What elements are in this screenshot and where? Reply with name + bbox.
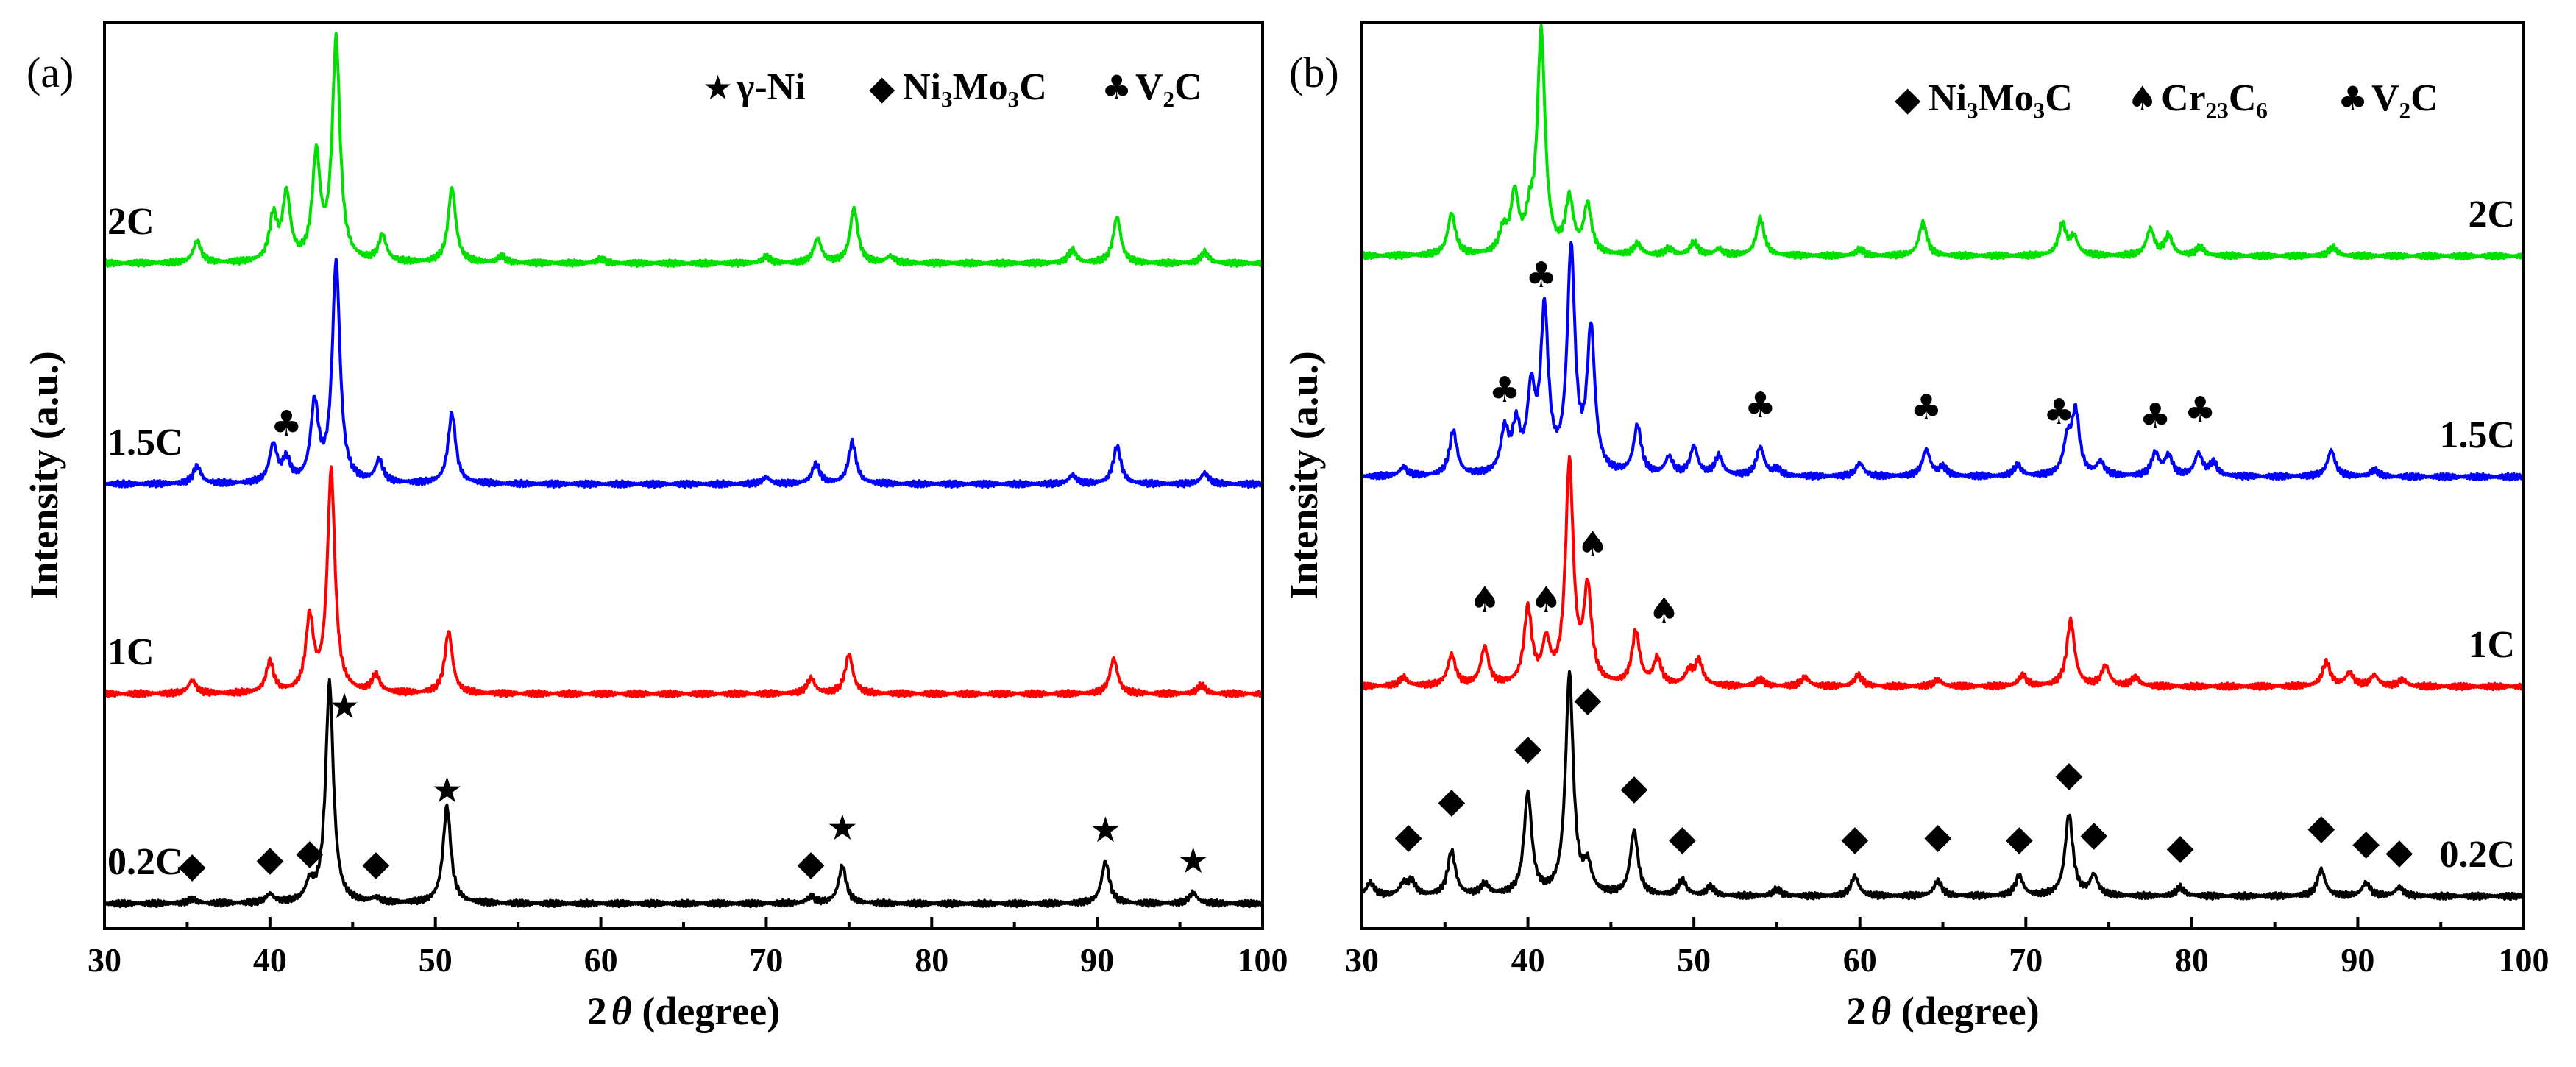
legend-entry-label: V₂C [2371, 77, 2438, 119]
x-tick-label: 30 [1345, 941, 1379, 979]
panel-label: (a) [26, 49, 74, 96]
legend-star-icon: ★ [703, 68, 733, 107]
peak-marker-diamond-icon: ◆ [1438, 780, 1465, 821]
x-tick-label: 70 [2009, 941, 2043, 979]
peak-marker-star-icon: ★ [1090, 809, 1121, 851]
x-tick-label: 70 [749, 941, 783, 979]
legend-diamond-icon: ◆ [869, 68, 895, 107]
peak-marker-club-icon: ♣ [271, 403, 302, 444]
x-tick-label: 100 [2499, 941, 2550, 979]
series-line-0_2C [1361, 670, 2524, 901]
series-label-1C: 1C [107, 631, 155, 673]
y-axis-title: Intensity (a.u.) [22, 351, 66, 600]
axes-frame [103, 21, 1264, 930]
series-label-1_5C: 1.5C [107, 422, 183, 464]
peak-marker-diamond-icon: ◆ [362, 843, 389, 884]
series-line-0_2C [104, 678, 1263, 909]
peak-marker-diamond-icon: ◆ [2055, 754, 2082, 795]
peak-marker-star-icon: ★ [431, 770, 463, 811]
series-line-1_5C [1360, 241, 2525, 482]
x-tick-label: 80 [2175, 941, 2209, 979]
legend-club-icon: ♣ [1101, 68, 1132, 107]
x-tick-label: 80 [915, 941, 948, 979]
series-label-2C: 2C [107, 201, 155, 243]
x-tick-label: 40 [253, 941, 287, 979]
x-tick-label: 50 [419, 941, 453, 979]
peak-marker-diamond-icon: ◆ [2080, 813, 2107, 854]
series-label-2C: 2C [2468, 194, 2515, 235]
peak-marker-club-icon: ♣ [2043, 391, 2075, 433]
peak-marker-diamond-icon: ◆ [1395, 815, 1422, 857]
legend-entry-label: Ni₃Mo₃C [1929, 77, 2073, 119]
peak-marker-star-icon: ★ [826, 807, 858, 848]
x-tick-label: 90 [2341, 941, 2374, 979]
peak-marker-star-icon: ★ [328, 686, 360, 727]
peak-marker-club-icon: ♣ [2185, 389, 2216, 430]
peak-marker-club-icon: ♣ [1910, 387, 1942, 428]
peak-marker-diamond-icon: ◆ [296, 832, 323, 873]
series-line-1C [1360, 455, 2525, 692]
peak-marker-diamond-icon: ◆ [2307, 807, 2335, 848]
peak-marker-diamond-icon: ◆ [1669, 818, 1696, 859]
x-tick-label: 40 [1511, 941, 1545, 979]
x-tick-label: 60 [1843, 941, 1877, 979]
peak-marker-spade-icon: ♠ [1577, 524, 1608, 565]
peak-marker-club-icon: ♣ [1745, 385, 1776, 426]
peak-marker-diamond-icon: ◆ [798, 843, 825, 884]
series-label-0_2C: 0.2C [107, 841, 183, 883]
peak-marker-diamond-icon: ◆ [1574, 678, 1601, 720]
legend-entry-label: γ-Ni [736, 66, 806, 108]
series-line-1C [103, 465, 1264, 699]
peak-marker-spade-icon: ♠ [1469, 579, 1500, 620]
series-label-1C: 1C [2468, 624, 2515, 666]
x-tick-label: 100 [1238, 941, 1288, 979]
series-line-2C [103, 32, 1264, 269]
legend-entry-label: Ni₃Mo₃C [903, 66, 1047, 108]
peak-marker-diamond-icon: ◆ [2006, 818, 2033, 859]
peak-marker-spade-icon: ♠ [1648, 590, 1680, 631]
legend-entry-label: V₂C [1135, 66, 1202, 108]
peak-marker-spade-icon: ♠ [1530, 579, 1562, 620]
series-line-2C [1360, 24, 2525, 261]
peak-marker-diamond-icon: ◆ [2352, 822, 2380, 863]
legend-diamond-icon: ◆ [1895, 79, 1921, 118]
x-tick-label: 50 [1677, 941, 1711, 979]
x-tick-label: 90 [1080, 941, 1114, 979]
series-label-0_2C: 0.2C [2439, 834, 2515, 876]
x-tick-label: 60 [584, 941, 618, 979]
y-axis-title: Intensity (a.u.) [1282, 351, 1326, 600]
panel-b-chart: 0.2C◆◆◆◆◆◆ ◆ ◆ ◆◆◆ ◆ ◆ ◆ ◆1C♠ ♠♠♠1.5C♣♣♣ ♣ ♣ ♣ ♣2C30… [1282, 21, 2550, 1033]
legend-club-icon: ♣ [2338, 79, 2368, 118]
peak-marker-diamond-icon: ◆ [179, 845, 206, 886]
peak-marker-diamond-icon: ◆ [256, 838, 283, 879]
peak-marker-diamond-icon: ◆ [2385, 831, 2413, 872]
legend-spade-icon: ♠ [2127, 79, 2157, 118]
series-label-1_5C: 1.5C [2439, 414, 2515, 456]
peak-marker-club-icon: ♣ [1489, 369, 1520, 411]
peak-marker-diamond-icon: ◆ [2167, 826, 2194, 868]
series-line-1_5C [103, 258, 1264, 489]
peak-marker-club-icon: ♣ [2140, 396, 2171, 437]
peak-marker-star-icon: ★ [1177, 840, 1209, 882]
peak-marker-diamond-icon: ◆ [1514, 727, 1541, 768]
legend-entry-label: Cr₂₃C₆ [2161, 77, 2268, 119]
peak-marker-diamond-icon: ◆ [1841, 818, 1868, 859]
panel-label: (b) [1289, 49, 1339, 96]
peak-marker-diamond-icon: ◆ [1924, 815, 1951, 857]
peak-marker-club-icon: ♣ [1525, 255, 1557, 296]
peak-marker-diamond-icon: ◆ [1620, 767, 1647, 808]
x-tick-label: 30 [88, 941, 121, 979]
